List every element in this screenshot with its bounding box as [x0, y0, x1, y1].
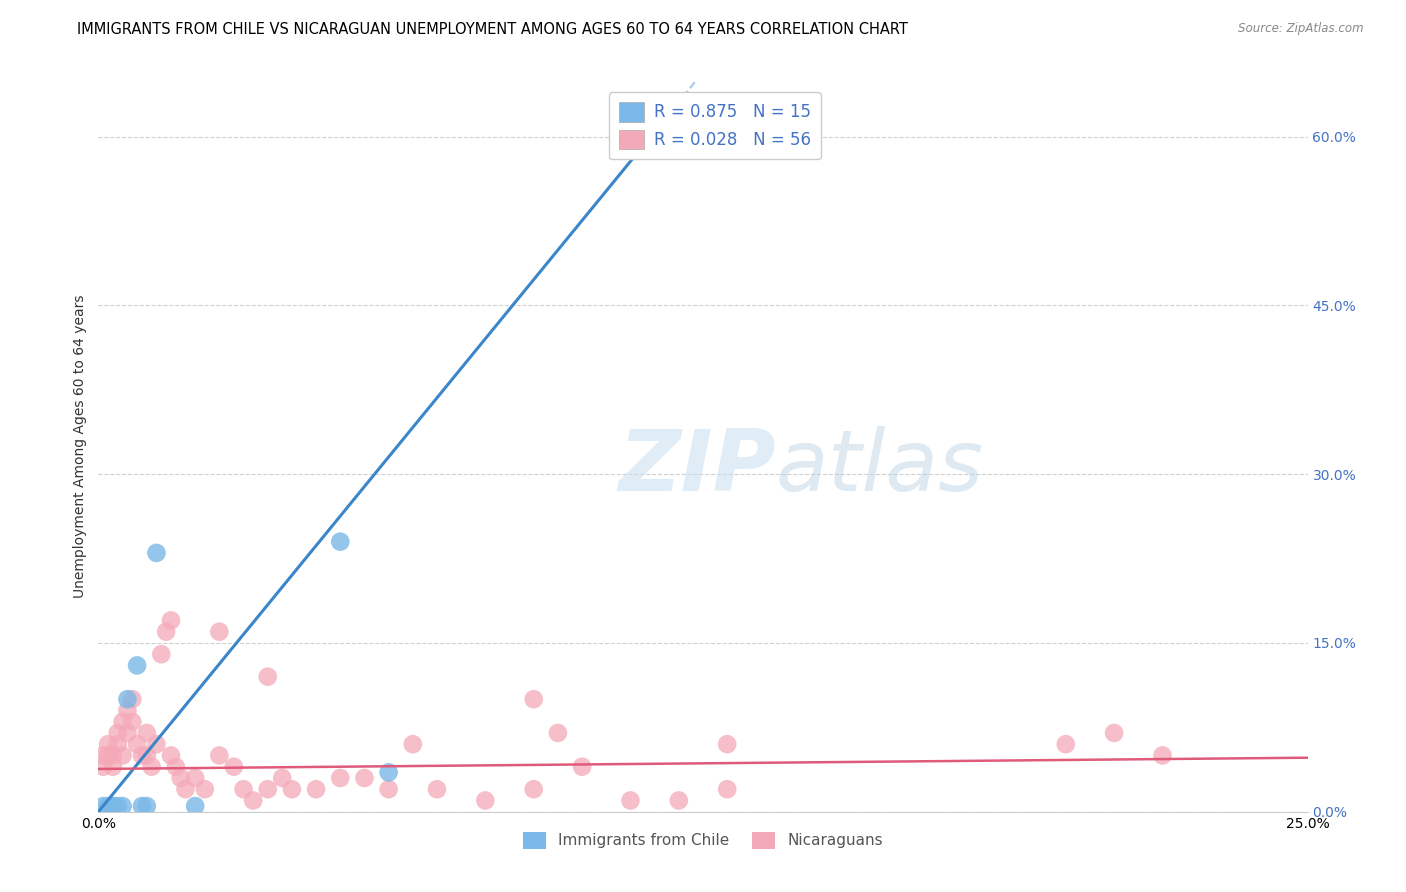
- Point: [107, 799, 129, 814]
- Legend: Immigrants from Chile, Nicaraguans: Immigrants from Chile, Nicaraguans: [517, 825, 889, 855]
- Point: [127, 737, 149, 751]
- Point: [242, 793, 264, 807]
- Point: [377, 765, 399, 780]
- Point: [208, 748, 231, 763]
- Point: [232, 782, 254, 797]
- Point: [281, 782, 304, 797]
- Point: [141, 760, 163, 774]
- Point: [91, 799, 114, 814]
- Point: [135, 748, 157, 763]
- Point: [523, 692, 546, 706]
- Point: [111, 714, 134, 729]
- Point: [135, 726, 157, 740]
- Point: [668, 107, 690, 121]
- Point: [353, 771, 375, 785]
- Point: [1054, 737, 1077, 751]
- Point: [131, 799, 153, 814]
- Point: [101, 799, 124, 814]
- Point: [101, 748, 124, 763]
- Point: [1102, 726, 1125, 740]
- Point: [121, 714, 143, 729]
- Point: [329, 771, 352, 785]
- Point: [256, 670, 278, 684]
- Point: [121, 692, 143, 706]
- Point: [131, 748, 153, 763]
- Point: [91, 748, 114, 763]
- Point: [716, 737, 738, 751]
- Point: [111, 748, 134, 763]
- Point: [377, 782, 399, 797]
- Point: [222, 760, 245, 774]
- Text: atlas: atlas: [776, 426, 984, 509]
- Point: [165, 760, 187, 774]
- Point: [474, 793, 496, 807]
- Text: Source: ZipAtlas.com: Source: ZipAtlas.com: [1239, 22, 1364, 36]
- Point: [107, 726, 129, 740]
- Text: ZIP: ZIP: [617, 426, 776, 509]
- Point: [547, 726, 569, 740]
- Point: [184, 799, 207, 814]
- Point: [169, 771, 191, 785]
- Point: [184, 771, 207, 785]
- Point: [208, 624, 231, 639]
- Point: [668, 793, 690, 807]
- Point: [329, 534, 352, 549]
- Point: [97, 799, 120, 814]
- Point: [97, 748, 120, 763]
- Point: [91, 760, 114, 774]
- Point: [160, 614, 183, 628]
- Point: [117, 726, 139, 740]
- Point: [111, 799, 134, 814]
- Point: [523, 782, 546, 797]
- Point: [174, 782, 197, 797]
- Point: [150, 647, 173, 661]
- Point: [145, 546, 167, 560]
- Point: [155, 624, 177, 639]
- Point: [160, 748, 183, 763]
- Text: IMMIGRANTS FROM CHILE VS NICARAGUAN UNEMPLOYMENT AMONG AGES 60 TO 64 YEARS CORRE: IMMIGRANTS FROM CHILE VS NICARAGUAN UNEM…: [77, 22, 908, 37]
- Point: [101, 760, 124, 774]
- Point: [107, 737, 129, 751]
- Point: [135, 799, 157, 814]
- Point: [101, 799, 124, 814]
- Point: [716, 782, 738, 797]
- Point: [256, 782, 278, 797]
- Point: [145, 737, 167, 751]
- Point: [426, 782, 449, 797]
- Point: [271, 771, 294, 785]
- Point: [619, 793, 641, 807]
- Point: [1152, 748, 1174, 763]
- Point: [127, 658, 149, 673]
- Point: [402, 737, 425, 751]
- Point: [305, 782, 328, 797]
- Point: [97, 737, 120, 751]
- Point: [194, 782, 217, 797]
- Point: [117, 692, 139, 706]
- Y-axis label: Unemployment Among Ages 60 to 64 years: Unemployment Among Ages 60 to 64 years: [73, 294, 87, 598]
- Point: [571, 760, 593, 774]
- Point: [117, 703, 139, 717]
